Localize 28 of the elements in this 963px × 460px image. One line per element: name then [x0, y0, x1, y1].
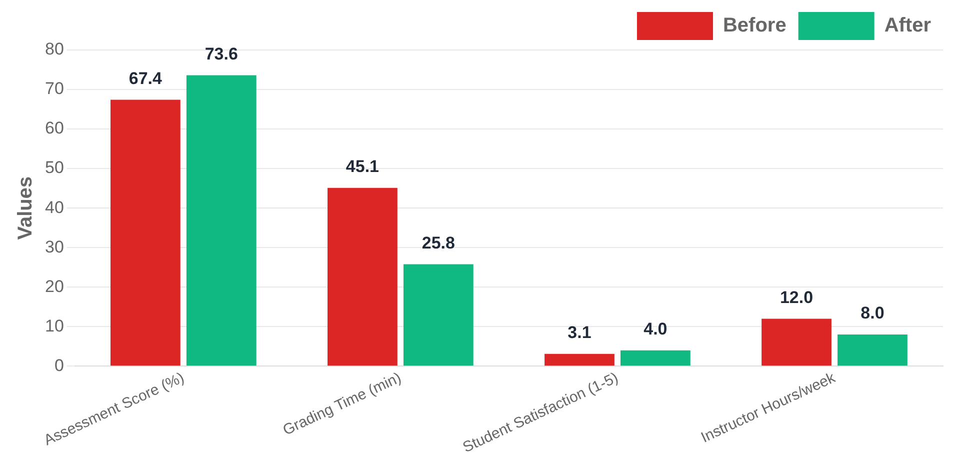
data-label: 8.0 — [860, 304, 884, 323]
y-tick-label: 20 — [44, 276, 64, 296]
y-tick-label: 50 — [44, 158, 64, 178]
data-label: 4.0 — [644, 320, 668, 339]
bar — [544, 354, 614, 366]
y-tick-label: 60 — [44, 118, 64, 138]
data-label: 25.8 — [422, 233, 455, 252]
y-tick-label: 0 — [54, 356, 64, 375]
bar — [186, 75, 256, 366]
y-tick-label: 80 — [44, 40, 64, 59]
y-tick-label: 30 — [44, 237, 64, 256]
bar — [403, 264, 474, 366]
y-tick-label: 10 — [44, 316, 64, 336]
bar — [620, 350, 690, 366]
y-tick-label: 70 — [44, 79, 64, 98]
bar — [328, 188, 398, 366]
data-label: 73.6 — [204, 44, 238, 64]
data-label: 3.1 — [568, 323, 592, 342]
legend-label: After — [884, 14, 932, 37]
y-axis-title: Values — [14, 176, 37, 240]
data-label: 45.1 — [346, 157, 380, 176]
y-tick-label: 40 — [44, 198, 64, 217]
data-label: 12.0 — [780, 288, 814, 307]
bar — [838, 334, 908, 366]
legend-label: Before — [722, 14, 786, 37]
bar — [762, 318, 832, 366]
data-label: 67.4 — [128, 68, 163, 88]
bar — [110, 100, 180, 366]
